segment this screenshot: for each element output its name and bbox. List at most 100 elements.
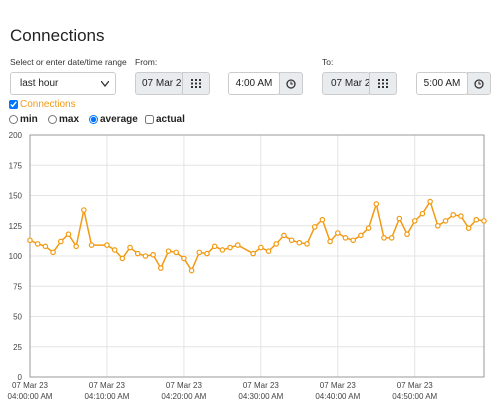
page-title: Connections — [10, 26, 105, 45]
x-tick-label: 04:50:00 AM — [392, 392, 437, 401]
calendar-icon — [378, 79, 388, 88]
y-tick-label: 125 — [9, 222, 23, 231]
data-point — [227, 244, 233, 251]
x-tick-label: 04:10:00 AM — [84, 392, 129, 401]
data-point — [173, 249, 180, 256]
data-point — [404, 231, 410, 238]
data-point — [34, 241, 41, 247]
to-clock-button[interactable] — [467, 72, 491, 95]
y-tick-label: 100 — [9, 252, 23, 261]
data-point — [57, 238, 64, 245]
data-point — [304, 241, 310, 247]
data-point — [150, 251, 156, 258]
series-checkbox[interactable] — [9, 100, 18, 109]
data-point — [27, 237, 33, 244]
from-date[interactable]: 07 Mar 2 — [135, 72, 183, 95]
data-point — [381, 235, 387, 241]
data-point — [258, 244, 264, 251]
x-tick-label: 04:30:00 AM — [238, 392, 283, 401]
from-label: From: — [135, 57, 158, 67]
data-point — [311, 224, 318, 230]
mode-radio[interactable] — [89, 115, 98, 124]
x-tick-label: 07 Mar 23 — [397, 381, 434, 390]
clock-icon — [286, 78, 296, 89]
to-date[interactable]: 07 Mar 2 — [322, 72, 370, 95]
actual-checkbox[interactable] — [145, 115, 154, 124]
data-point — [250, 250, 256, 257]
x-tick-label: 04:20:00 AM — [161, 392, 206, 401]
y-tick-label: 50 — [13, 313, 22, 322]
data-point — [273, 241, 280, 247]
data-point — [396, 215, 403, 222]
mode-option[interactable]: min — [9, 114, 38, 125]
data-point — [373, 201, 380, 207]
data-point — [158, 265, 164, 271]
data-point — [188, 267, 195, 274]
mode-label: average — [100, 114, 138, 125]
from-clock-button[interactable] — [279, 72, 303, 95]
data-point — [142, 253, 149, 259]
x-tick-label: 04:40:00 AM — [315, 392, 360, 401]
data-point — [435, 222, 441, 229]
from-calendar-button[interactable] — [182, 72, 210, 95]
data-point — [427, 198, 433, 205]
data-point — [181, 255, 187, 262]
series-toggle: Connections — [9, 99, 76, 110]
data-point — [334, 230, 341, 236]
x-tick-label: 07 Mar 23 — [89, 381, 126, 390]
data-point — [234, 242, 241, 248]
data-point — [211, 243, 218, 250]
y-tick-label: 0 — [18, 373, 23, 382]
to-calendar-button[interactable] — [369, 72, 397, 95]
calendar-icon — [191, 79, 201, 88]
data-point — [42, 243, 49, 250]
data-point — [419, 210, 426, 217]
dropdown-arrow — [101, 81, 109, 87]
to-time[interactable]: 5:00 AM — [416, 72, 468, 95]
x-tick-label: 07 Mar 23 — [243, 381, 280, 390]
data-point — [104, 242, 110, 248]
actual-label: actual — [156, 114, 185, 125]
data-point — [219, 247, 226, 253]
mode-option[interactable]: max — [48, 114, 79, 125]
data-point — [350, 237, 356, 244]
data-point — [327, 238, 333, 245]
mode-label: min — [20, 114, 38, 125]
data-point — [127, 244, 133, 251]
series-toggle-label: Connections — [20, 99, 76, 110]
y-tick-label: 175 — [9, 161, 23, 170]
data-point — [111, 247, 118, 253]
data-point — [288, 237, 295, 244]
data-point — [481, 218, 487, 224]
data-point — [388, 235, 395, 241]
y-tick-label: 25 — [13, 343, 22, 352]
to-label: To: — [322, 57, 334, 67]
y-tick-label: 75 — [13, 282, 22, 291]
data-point — [442, 218, 449, 224]
from-time[interactable]: 4:00 AM — [228, 72, 280, 95]
range-select[interactable]: last hour — [10, 72, 116, 95]
range-label: Select or enter date/time range — [10, 57, 127, 67]
plot-border — [29, 134, 485, 378]
x-tick-label: 07 Mar 23 — [320, 381, 357, 390]
from-date-value: 07 Mar 2 — [142, 78, 182, 89]
data-point — [81, 207, 87, 213]
data-point — [265, 248, 272, 254]
data-point — [473, 216, 480, 223]
data-point — [50, 249, 56, 256]
y-tick-label: 150 — [9, 192, 23, 201]
to-time-value: 5:00 AM — [423, 78, 461, 89]
to-date-value: 07 Mar 2 — [331, 78, 370, 89]
y-tick-label: 200 — [9, 131, 23, 140]
mode-option[interactable]: average — [89, 114, 138, 125]
from-time-value: 4:00 AM — [235, 78, 273, 89]
data-point — [88, 242, 95, 248]
x-tick-label: 04:00:00 AM — [8, 392, 53, 401]
data-point — [196, 249, 203, 256]
mode-radio[interactable] — [48, 115, 57, 124]
data-point — [319, 216, 326, 223]
actual-option[interactable]: actual — [145, 114, 185, 125]
mode-radio[interactable] — [9, 115, 18, 124]
